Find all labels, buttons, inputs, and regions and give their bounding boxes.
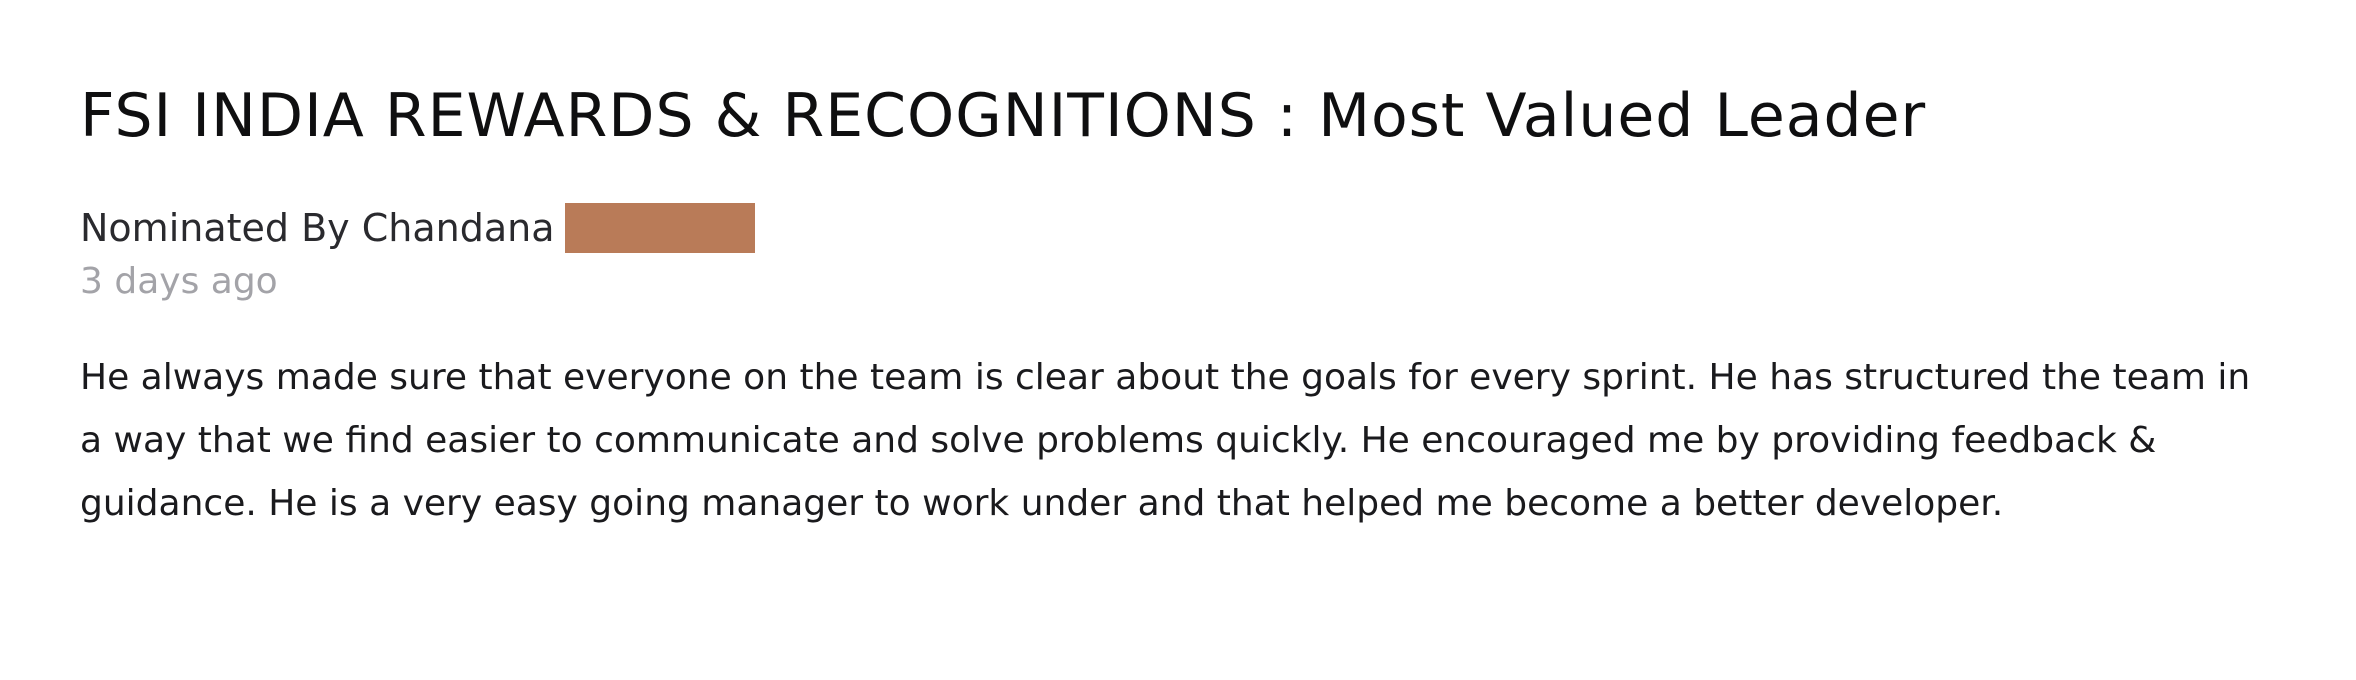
recognition-post: FSI INDIA REWARDS & RECOGNITIONS : Most … (80, 80, 2300, 571)
post-timestamp: 3 days ago (80, 261, 278, 302)
nominator-text: Nominated By Chandana (80, 206, 555, 250)
post-message: He always made sure that everyone on the… (80, 357, 2251, 524)
nominator-line: Nominated By Chandana (80, 202, 2300, 254)
post-title: FSI INDIA REWARDS & RECOGNITIONS : Most … (80, 81, 1927, 151)
redacted-surname-block (564, 203, 755, 253)
post-meta: Nominated By Chandana 3 days ago (80, 202, 2300, 308)
